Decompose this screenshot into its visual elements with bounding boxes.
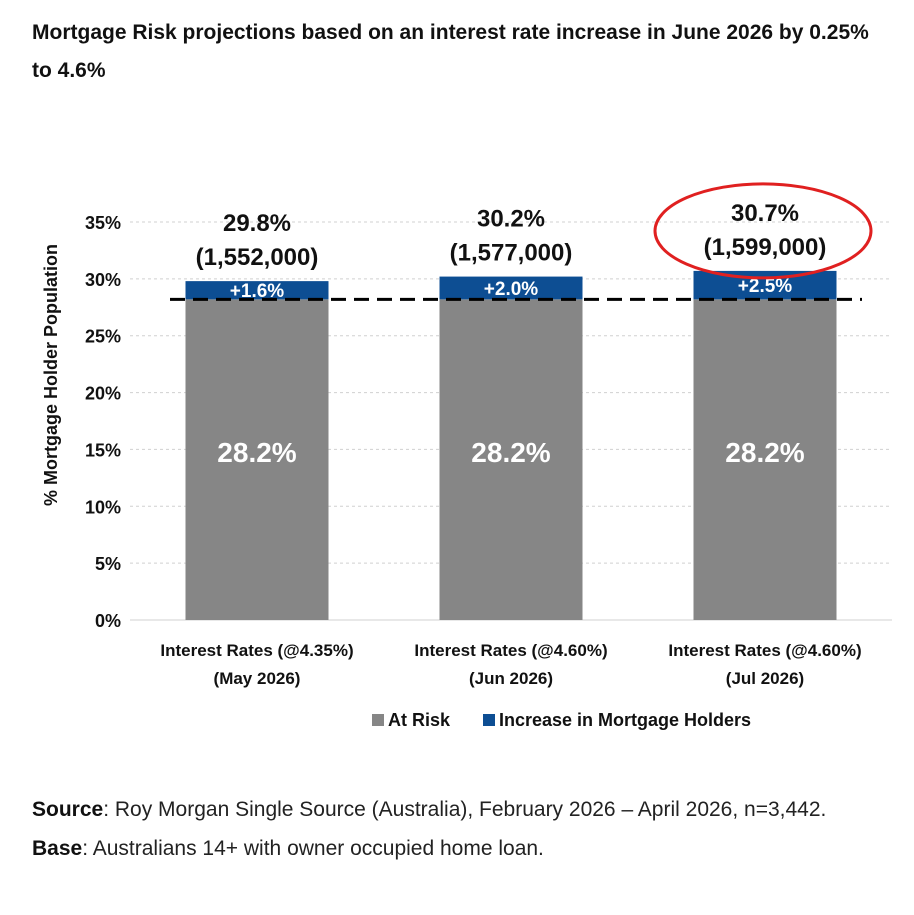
bar-at-risk <box>693 299 837 620</box>
stacked-bar-chart: 0% 5% 10% 15% 20% 25% 30% 35% % Mortgage Holder … <box>41 182 892 730</box>
base-line: Base: Australians 14+ with owner occupie… <box>32 829 902 868</box>
y-tick-label: 10% <box>85 497 121 517</box>
bar-label-increase: +2.5% <box>738 276 793 297</box>
x-category-sublabel: (Jun 2026) <box>469 669 553 688</box>
y-tick-label: 20% <box>85 384 121 404</box>
source-line: Source: Roy Morgan Single Source (Austra… <box>32 790 902 829</box>
total-count-label: (1,599,000) <box>704 234 827 261</box>
bar-label-increase: +1.6% <box>230 281 285 302</box>
bar-at-risk <box>439 299 583 620</box>
bar-increase <box>439 276 583 300</box>
bar-label-at-risk: 28.2% <box>217 437 296 468</box>
bar-increase <box>185 281 329 300</box>
legend-swatch <box>372 714 384 726</box>
source-text: : Roy Morgan Single Source (Australia), … <box>103 798 827 821</box>
highlight-ellipse <box>653 182 873 280</box>
source-label: Source <box>32 798 104 821</box>
y-tick-label: 0% <box>95 611 121 631</box>
bar-label-at-risk: 28.2% <box>725 437 804 468</box>
x-category-label: Interest Rates (@4.35%) <box>160 641 353 660</box>
y-tick-label: 25% <box>85 327 121 347</box>
y-tick-label: 30% <box>85 270 121 290</box>
page-title: Mortgage Risk projections based on an in… <box>32 21 869 82</box>
bar-at-risk <box>185 299 329 620</box>
base-label: Base <box>32 837 83 860</box>
x-category-sublabel: (May 2026) <box>214 669 301 688</box>
y-tick-label: 5% <box>95 554 121 574</box>
total-pct-label: 30.2% <box>477 206 545 233</box>
total-count-label: (1,552,000) <box>196 244 319 271</box>
y-axis-label: % Mortgage Holder Population <box>41 244 61 506</box>
y-tick-label: 15% <box>85 440 121 460</box>
x-category-label: Interest Rates (@4.60%) <box>414 641 607 660</box>
bar-label-increase: +2.0% <box>484 279 539 300</box>
legend-label: Increase in Mortgage Holders <box>499 710 751 730</box>
x-category-sublabel: (Jul 2026) <box>726 669 804 688</box>
bar-label-at-risk: 28.2% <box>471 437 550 468</box>
x-category-label: Interest Rates (@4.60%) <box>668 641 861 660</box>
total-pct-label: 29.8% <box>223 210 291 237</box>
legend-swatch <box>483 714 495 726</box>
base-text: : Australians 14+ with owner occupied ho… <box>82 837 544 860</box>
y-tick-label: 35% <box>85 213 121 233</box>
source-notes: Source: Roy Morgan Single Source (Austra… <box>32 790 902 868</box>
bar-increase <box>693 270 837 300</box>
legend-label: At Risk <box>388 710 451 730</box>
total-pct-label: 30.7% <box>731 200 799 227</box>
total-count-label: (1,577,000) <box>450 240 573 267</box>
